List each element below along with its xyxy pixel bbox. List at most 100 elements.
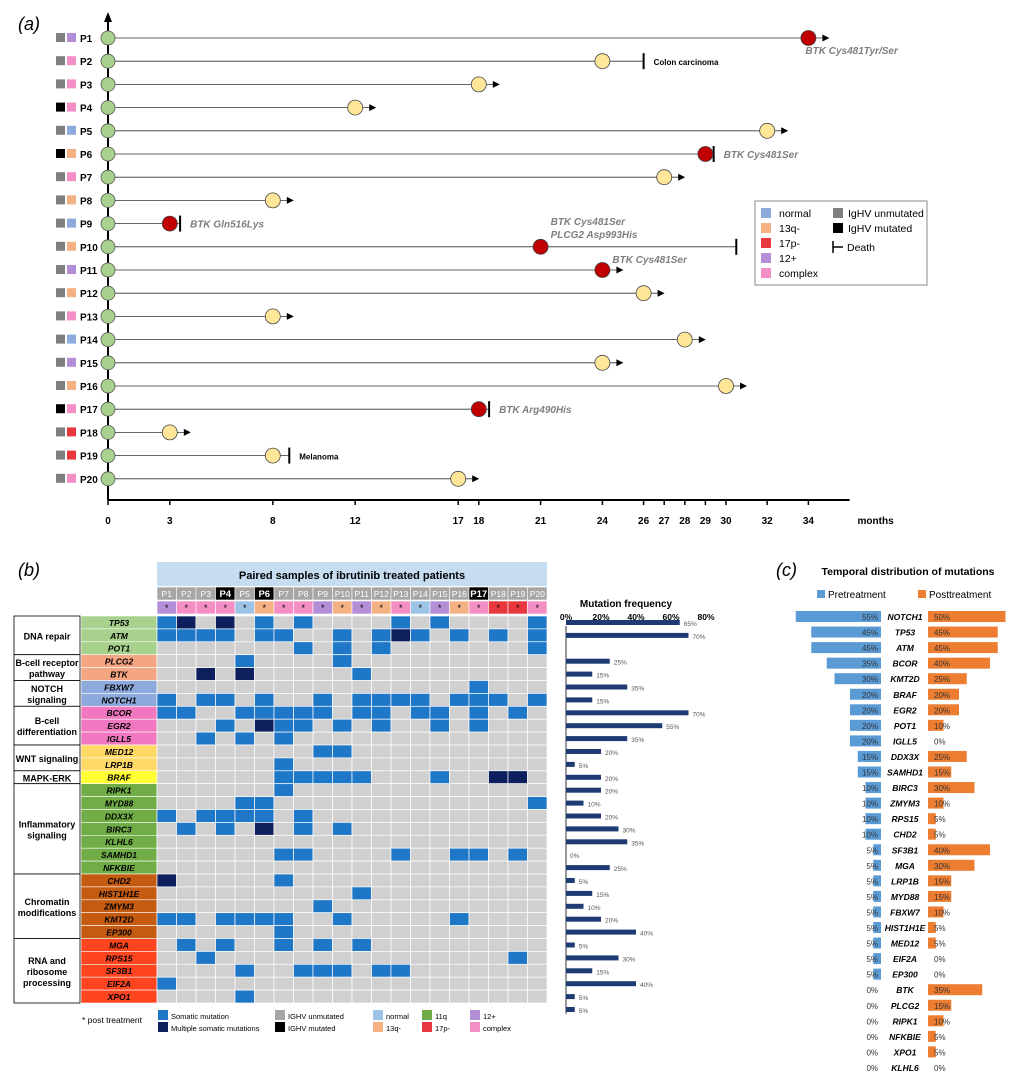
b-footnote: * post treatment [82, 1015, 143, 1025]
b-matrix-cell [507, 783, 528, 797]
c-gene-label: NFKBIE [889, 1032, 921, 1042]
b-matrix-cell [449, 809, 470, 823]
b-freq-value: 5% [579, 995, 589, 1002]
b-matrix-cell [332, 899, 353, 914]
b-matrix-cell [527, 963, 548, 978]
b-post-asterisk: * [184, 603, 188, 613]
b-matrix-cell [215, 693, 236, 707]
b-freq-bar [566, 865, 610, 871]
b-legend-swatch [470, 1010, 480, 1020]
a-start-circle [100, 77, 116, 92]
a-legend-cyto-label: 17p- [779, 238, 801, 250]
b-matrix-cell [332, 886, 353, 901]
b-matrix-cell [371, 615, 392, 630]
b-pathway-label: DNA repair [24, 631, 71, 641]
c-post-bar [928, 657, 990, 669]
b-matrix-cell [468, 886, 489, 901]
b-matrix-cell [195, 912, 216, 926]
c-post-bar [928, 1046, 936, 1058]
b-matrix-cell [527, 989, 548, 1004]
b-matrix-cell [312, 731, 333, 746]
a-legend-cyto-swatch [761, 223, 771, 233]
b-matrix-cell [293, 963, 314, 978]
b-matrix-cell [312, 873, 333, 888]
b-matrix-cell [254, 770, 275, 785]
b-matrix-cell [156, 680, 177, 694]
b-legend-label: Multiple somatic mutations [171, 1024, 260, 1033]
c-pre-bar [865, 782, 881, 794]
b-matrix-cell [488, 886, 509, 901]
b-matrix-cell [371, 847, 392, 862]
b-matrix-cell [293, 847, 314, 862]
b-matrix-cell [507, 744, 528, 759]
b-matrix-cell [449, 731, 470, 746]
b-pathway-label: signaling [27, 695, 67, 705]
b-matrix-cell [273, 654, 294, 668]
a-event-circle [594, 354, 611, 371]
a-cyto-square [67, 381, 76, 390]
b-matrix-cell [429, 667, 450, 681]
b-post-asterisk: * [243, 603, 247, 613]
b-matrix-cell [195, 963, 216, 978]
b-matrix-cell [332, 693, 353, 707]
b-matrix-cell [332, 628, 353, 643]
b-matrix-cell [215, 667, 236, 681]
c-pre-value: 5% [866, 955, 878, 964]
b-matrix-cell [371, 951, 392, 965]
b-matrix-cell [488, 951, 509, 965]
b-matrix-cell [410, 989, 431, 1004]
c-gene-label: TP53 [895, 628, 916, 638]
b-gene-label: POT1 [108, 644, 130, 654]
b-freq-value: 20% [605, 815, 618, 822]
a-start-circle [100, 100, 116, 115]
a-ighv-square [56, 102, 65, 112]
b-matrix-cell [507, 693, 528, 707]
b-matrix-cell [468, 744, 489, 759]
b-freq-value: 25% [614, 660, 627, 667]
a-legend-ighv-label: IgHV unmutated [848, 208, 924, 220]
c-post-value: 25% [934, 675, 950, 684]
a-mutation-note: BTK Cys481Tyr/Ser [805, 46, 899, 57]
b-matrix-cell [410, 963, 431, 978]
b-matrix-cell [273, 860, 294, 875]
panel-c-label: (c) [776, 560, 797, 580]
b-matrix-cell [156, 860, 177, 875]
b-matrix-cell [410, 886, 431, 901]
b-legend-label: normal [386, 1012, 409, 1021]
b-freq-bar [566, 684, 628, 690]
b-matrix-cell [234, 809, 255, 823]
c-post-bar [928, 782, 975, 794]
b-freq-value: 40% [640, 982, 653, 989]
b-matrix-cell [215, 770, 236, 785]
c-pre-value: 35% [862, 660, 878, 669]
b-matrix-cell [449, 976, 470, 991]
b-matrix-cell [527, 783, 548, 797]
a-patient-label: P10 [80, 243, 98, 254]
a-ighv-square [56, 149, 65, 158]
b-matrix-cell [312, 809, 333, 823]
a-ongoing-arrow [678, 173, 686, 181]
b-matrix-cell [273, 705, 294, 720]
a-ighv-square [56, 427, 65, 437]
c-pre-value: 45% [862, 644, 878, 653]
b-matrix-cell [293, 654, 314, 668]
b-freq-tick: 20% [592, 612, 609, 622]
b-matrix-cell [254, 654, 275, 668]
b-matrix-cell [351, 963, 372, 978]
a-cyto-square [67, 473, 76, 483]
a-ighv-square [56, 311, 65, 321]
b-post-asterisk: * [165, 603, 169, 613]
b-freq-value: 40% [640, 931, 653, 938]
b-matrix-cell [468, 718, 489, 733]
b-matrix-cell [488, 847, 509, 862]
b-matrix-cell [488, 899, 509, 914]
a-mutation-note: BTK Cys481Ser [551, 217, 627, 228]
c-pre-value: 45% [862, 629, 878, 638]
c-pre-bar [865, 813, 881, 825]
b-matrix-cell [468, 951, 489, 965]
b-matrix-cell [390, 912, 411, 926]
b-post-asterisk: * [223, 603, 227, 613]
b-matrix-cell [176, 693, 197, 707]
b-matrix-cell [429, 860, 450, 875]
b-matrix-cell [273, 731, 294, 746]
